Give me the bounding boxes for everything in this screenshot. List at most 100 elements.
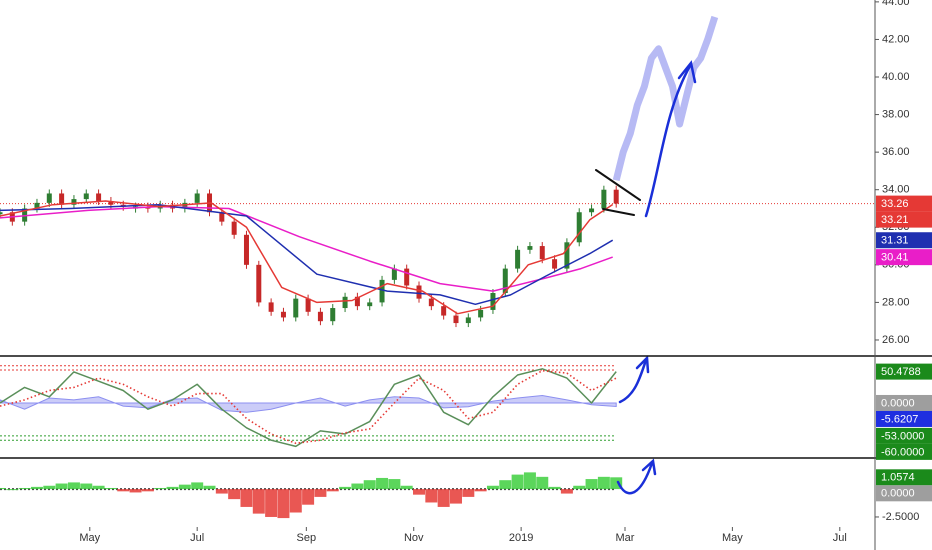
histogram-bar (67, 482, 80, 490)
arrow-head (635, 355, 650, 374)
value-tag-label: -60.0000 (881, 446, 924, 458)
histogram-bar (30, 486, 43, 490)
x-tick-label: May (79, 532, 100, 544)
area (0, 394, 617, 413)
y-tick-label: 40.00 (882, 71, 910, 83)
candle (564, 242, 570, 269)
candle (231, 221, 237, 235)
histogram-bar (92, 485, 105, 490)
value-tag-label: 50.4788 (881, 366, 921, 378)
candle (317, 311, 323, 322)
histogram-bar (289, 489, 302, 513)
histogram-bar (597, 476, 610, 490)
line (0, 368, 617, 448)
histogram-bar (80, 483, 93, 490)
histogram-bar (277, 489, 290, 519)
histogram-bar (43, 485, 56, 490)
y-tick-label: 34.00 (882, 184, 910, 196)
histogram-bar (376, 477, 389, 490)
x-tick-label: Mar (616, 532, 635, 544)
x-tick-label: Jul (190, 532, 204, 544)
candle (293, 298, 299, 318)
histogram-bar (486, 485, 499, 490)
candle (490, 293, 496, 310)
value-tag (876, 195, 932, 212)
value-tag-label: 1.0574 (881, 472, 915, 484)
x-tick-label: Jul (833, 532, 847, 544)
y-tick-label: 38.00 (882, 108, 910, 120)
histogram-bar (474, 489, 487, 492)
histogram-bar (536, 476, 549, 490)
y-tick-label: 44.00 (882, 0, 910, 8)
y-tick-label: 26.00 (882, 334, 910, 346)
histogram-bar (265, 489, 278, 517)
histogram-bar (104, 487, 117, 490)
histogram-bar (314, 489, 327, 497)
candle (280, 311, 286, 318)
projection (612, 15, 719, 182)
histogram-bar (252, 489, 265, 514)
histogram-bar (55, 483, 68, 490)
drawings (595, 60, 697, 495)
histogram-bar (388, 479, 401, 490)
value-tag (876, 394, 932, 411)
histogram-bar (511, 474, 524, 490)
histogram-bar (215, 489, 228, 494)
candle (539, 246, 545, 260)
value-tag (876, 469, 932, 486)
histogram-bar (178, 484, 191, 490)
line (0, 203, 614, 306)
histogram-bar (203, 485, 216, 490)
histogram-bar (240, 489, 253, 507)
value-tag (876, 410, 932, 427)
histogram-bar (400, 485, 413, 490)
value-tag-label: 0.0000 (881, 397, 915, 409)
value-tag-label: 33.26 (881, 198, 909, 210)
value-tag (876, 427, 932, 444)
x-tick-label: May (722, 532, 743, 544)
candle (330, 308, 336, 322)
histogram-bar (6, 489, 19, 491)
value-tag-label: 31.31 (881, 235, 909, 247)
candle (342, 296, 348, 309)
line (0, 200, 614, 315)
histogram-bar (154, 487, 167, 490)
histogram-bar (326, 489, 339, 492)
arrow (616, 461, 654, 495)
value-tag (876, 443, 932, 460)
histogram-bar (437, 489, 450, 507)
candle (379, 279, 385, 303)
value-tag (876, 232, 932, 249)
candle (478, 309, 484, 318)
line (0, 205, 613, 292)
histogram-bar (228, 489, 241, 500)
candle (576, 212, 582, 243)
arrow-head (677, 60, 697, 84)
candle (59, 193, 65, 205)
candle (108, 200, 114, 205)
y-tick-label: 42.00 (882, 33, 910, 45)
histogram-bar (610, 477, 623, 490)
x-tick-label: Sep (297, 532, 317, 544)
candle (0, 212, 3, 215)
candle (367, 302, 373, 307)
x-tick-label: 2019 (509, 532, 533, 544)
candle (453, 315, 459, 324)
histogram-bar (129, 489, 142, 493)
value-tag (876, 211, 932, 228)
histogram-bar (0, 487, 6, 490)
histogram-bar (413, 489, 426, 495)
trend-line (602, 208, 635, 216)
x-tick-label: Nov (404, 532, 424, 544)
value-tag-label: 33.21 (881, 214, 909, 226)
candle (256, 264, 262, 303)
candle (502, 268, 508, 294)
candle (46, 193, 52, 203)
histogram-bar (548, 486, 561, 490)
y-tick-label: -2.5000 (882, 511, 919, 523)
histogram-bar (573, 485, 586, 490)
value-tag (876, 363, 932, 380)
candle (268, 302, 274, 312)
histogram-bar (363, 480, 376, 490)
